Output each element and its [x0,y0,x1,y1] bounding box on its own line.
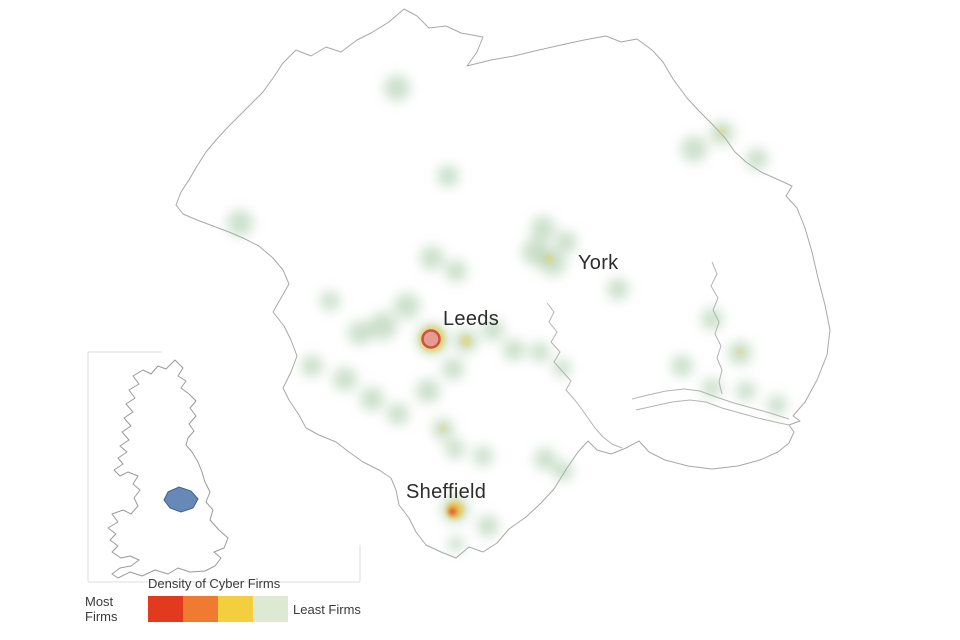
heat-spot [437,165,459,187]
heat-spot [746,148,768,170]
heat-spot [553,461,573,481]
legend-swatch [183,596,218,622]
heat-hotspot [544,254,554,264]
heat-hotspot [736,348,744,356]
city-label-sheffield: Sheffield [406,481,486,503]
city-labels: Leeds York Sheffield [406,252,619,503]
legend-least-label: Least Firms [293,601,361,617]
heat-spot [736,381,756,401]
heat-spot [503,339,525,361]
region-boundary [175,8,831,559]
heat-spot [445,439,465,459]
heat-spot [369,312,397,340]
heat-spot [348,321,372,345]
heat-spot [384,75,410,101]
heat-spot [671,355,693,377]
legend-scale: Most Firms Least Firms [85,594,361,624]
heat-spot [681,136,707,162]
heat-spot [540,250,566,276]
heat-spot [387,403,409,425]
heat-spot [531,216,555,240]
heat-spot [607,278,629,300]
heat-spot [301,355,323,377]
heat-spot [530,342,550,362]
heat-spot [555,231,577,253]
legend-swatch [148,596,183,622]
legend-most-label: Most Firms [85,594,118,624]
heat-spot [394,293,420,319]
heat-spot [445,260,467,282]
heat-spot [534,448,556,470]
heat-spot [227,210,253,236]
heat-spot [473,446,493,466]
heat-spot [702,378,722,398]
legend: Density of Cyber Firms Most Firms Least … [85,576,361,624]
heat-spot [420,246,444,270]
heat-spot [767,395,787,415]
city-label-york: York [578,252,619,274]
legend-swatches [148,596,288,622]
heat-spot [442,358,464,380]
heat-hotspot [449,509,455,515]
legend-swatch [253,596,288,622]
legend-title: Density of Cyber Firms [148,576,281,591]
city-label-leeds: Leeds [443,308,499,330]
heat-spot [448,536,464,552]
heat-spot [320,291,340,311]
heat-spot [477,515,499,537]
legend-swatch [218,596,253,622]
heat-density-layer [227,75,787,552]
humber-estuary-south-bank [635,399,790,426]
heat-spot [701,308,723,330]
river-ouse-boundary [546,302,623,449]
heat-spot [553,359,571,377]
heat-spot [416,379,440,403]
heat-hotspot [460,335,472,347]
inset-map [87,351,361,583]
heat-spot [333,367,357,391]
heat-spot [360,387,384,411]
inset-gb-outline [107,359,229,579]
inset-region-highlight [163,486,199,513]
heat-hotspot [439,424,447,432]
heat-spot [482,319,504,341]
heat-hotspot [421,329,441,349]
heat-hotspot [718,127,726,135]
heat-peak-layer [421,329,441,349]
